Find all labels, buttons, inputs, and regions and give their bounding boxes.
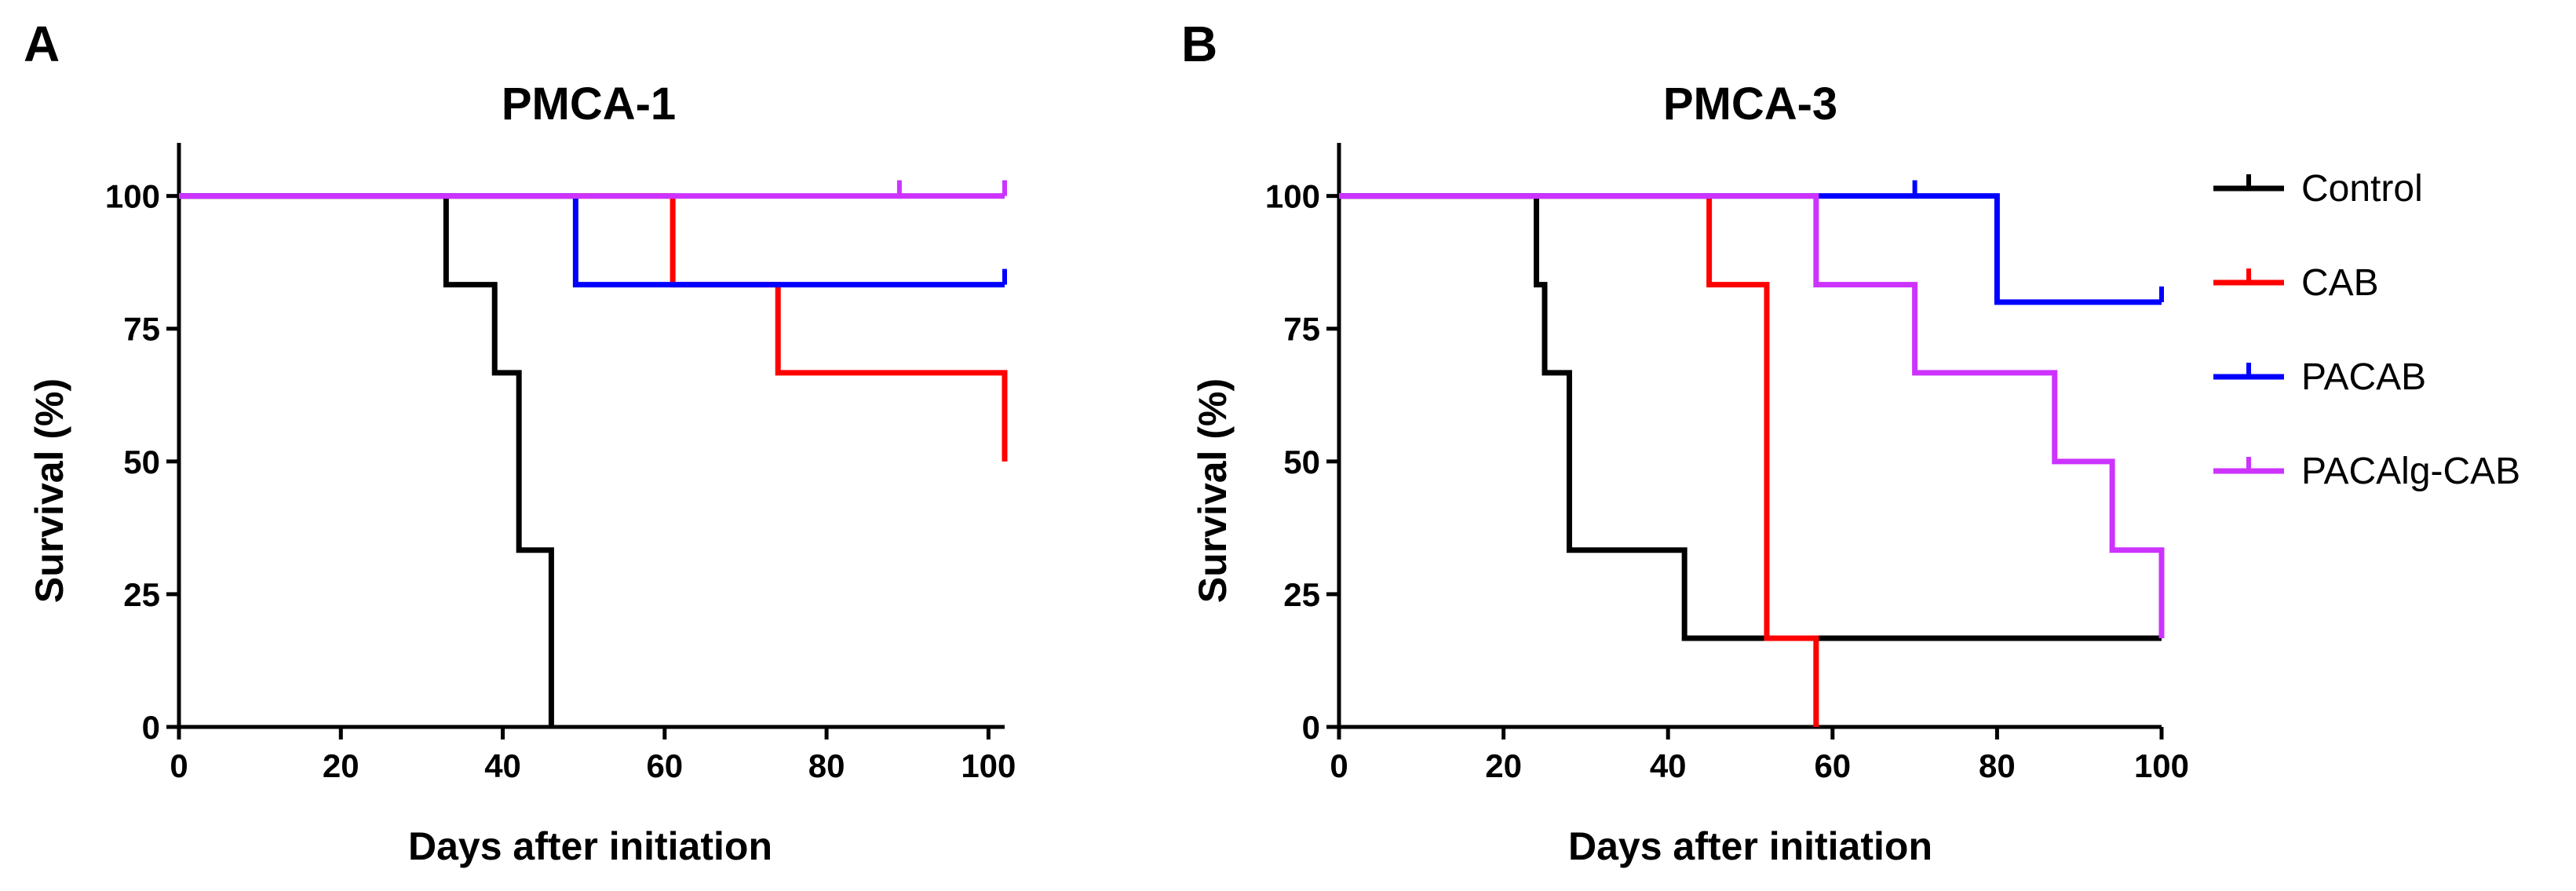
panel-b-title: PMCA-3 [1663, 79, 1837, 130]
panel-b-y-tick-label: 25 [1283, 576, 1320, 613]
legend-item-control: Control [2213, 168, 2423, 210]
panel-a-title: PMCA-1 [502, 79, 676, 130]
panel-b-x-tick-label: 40 [1650, 747, 1687, 784]
panel-b-x-tick-label: 80 [1979, 747, 2016, 784]
panel-b-axes [1326, 143, 2164, 739]
panel-a-x-tick-label: 80 [808, 747, 845, 784]
panel-b-series-pacalg-cab [1339, 193, 2165, 639]
legend-item-cab: CAB [2213, 262, 2379, 304]
legend: Control CAB PACAB PACAlg-CAB [2213, 168, 2520, 492]
panel-b-y-axis-title: Survival (%) [1191, 378, 1235, 603]
panel-a-letter: A [24, 16, 60, 72]
panel-b-series-control [1339, 193, 2162, 641]
panel-b-y-tick-label: 75 [1283, 311, 1320, 348]
panel-b-series [1339, 180, 2165, 727]
legend-label-pacab: PACAB [2301, 356, 2426, 398]
panel-a-y-tick-label: 100 [105, 178, 160, 215]
panel-a-x-tick-label: 60 [646, 747, 683, 784]
panel-a-axes [166, 143, 1005, 739]
panel-b-tick-labels: 0 25 50 75 100 0 20 40 60 80 100 [1265, 178, 2189, 784]
legend-label-cab: CAB [2301, 262, 2379, 304]
panel-a-y-axis-title: Survival (%) [27, 378, 71, 603]
panel-b-x-tick-label: 0 [1330, 747, 1348, 784]
panel-a-y-tick-label: 25 [123, 576, 160, 613]
legend-label-pacalg-cab: PACAlg-CAB [2301, 451, 2520, 492]
panel-b-x-tick-label: 20 [1485, 747, 1522, 784]
panel-a-y-tick-label: 75 [123, 311, 160, 348]
legend-label-control: Control [2301, 168, 2423, 210]
panel-b-y-tick-label: 50 [1283, 444, 1320, 480]
panel-b-y-tick-label: 0 [1302, 709, 1320, 746]
panel-a-y-tick-label: 50 [123, 444, 160, 480]
panel-a-tick-labels: 0 25 50 75 100 0 20 40 60 80 100 [105, 178, 1016, 784]
panel-a-x-tick-label: 0 [170, 747, 188, 784]
panel-b-y-tick-label: 100 [1265, 178, 1320, 215]
panel-b: B PMCA-3 Survival (%) Days after initiat… [1181, 16, 2189, 868]
panel-a-series [179, 180, 1008, 727]
panel-b-letter: B [1181, 16, 1217, 72]
panel-a-y-tick-label: 0 [142, 709, 160, 746]
panel-a-series-control [179, 193, 554, 727]
panel-b-x-tick-label: 100 [2134, 747, 2189, 784]
panel-b-x-axis-title: Days after initiation [1568, 824, 1932, 868]
panel-a: A PMCA-1 Survival (%) Days after initiat… [24, 16, 1016, 868]
panel-a-series-pacab [179, 193, 1005, 288]
legend-item-pacalg-cab: PACAlg-CAB [2213, 451, 2520, 492]
panel-b-series-cab [1339, 193, 1819, 727]
panel-a-series-cab [179, 193, 1008, 462]
panel-a-x-tick-label: 40 [484, 747, 521, 784]
panel-a-x-tick-label: 20 [323, 747, 359, 784]
panel-a-x-tick-label: 100 [961, 747, 1016, 784]
panel-a-x-axis-title: Days after initiation [408, 824, 772, 868]
legend-item-pacab: PACAB [2213, 356, 2426, 398]
panel-b-x-tick-label: 60 [1814, 747, 1851, 784]
